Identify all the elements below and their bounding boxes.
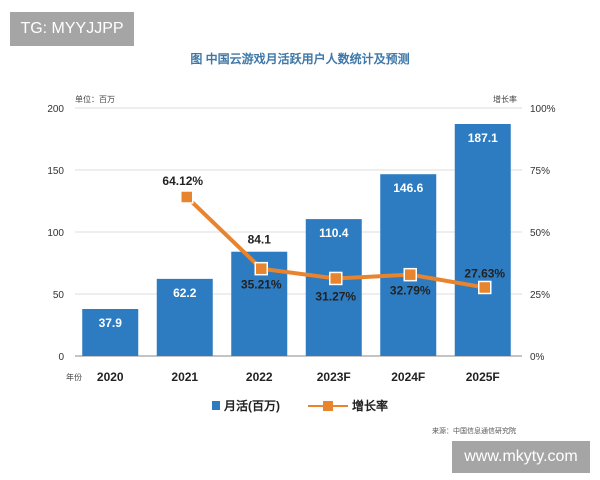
y-right-tick: 100% (530, 104, 556, 115)
bar-value-label: 110.4 (319, 226, 349, 240)
bar-value-label: 84.1 (248, 233, 272, 247)
y-left-tick: 100 (47, 228, 64, 239)
watermark-bottom-right: www.mkyty.com (452, 441, 590, 473)
growth-point (180, 190, 194, 204)
legend-bar-swatch (211, 401, 220, 410)
legend-line-label: 增长率 (351, 399, 388, 413)
y-right-tick: 25% (530, 290, 550, 301)
x-tick-label: 2024F (391, 370, 425, 384)
bar (82, 309, 139, 356)
y-right-tick: 0% (530, 352, 545, 363)
growth-value-label: 31.27% (315, 289, 356, 303)
legend-item-line: 增长率 (307, 397, 388, 414)
bar-value-label: 187.1 (468, 131, 498, 145)
y-left-tick: 0 (58, 352, 64, 363)
y-right-label: 增长率 (493, 95, 517, 104)
growth-point (329, 271, 343, 286)
chart-title: 图 中国云游戏月活跃用户人数统计及预测 (190, 52, 410, 66)
growth-value-label: 32.79% (390, 284, 431, 298)
y-left-label: 单位：百万 (75, 95, 115, 104)
bar (380, 174, 437, 356)
growth-point (403, 267, 417, 282)
x-tick-label: 2022 (246, 370, 273, 384)
watermark-top-left: TG: MYYJJPP (10, 12, 134, 46)
y-left-tick: 200 (47, 104, 64, 115)
growth-value-label: 64.12% (162, 174, 203, 188)
bar-value-label: 146.6 (393, 181, 423, 195)
growth-point (478, 280, 492, 295)
legend-item-bar: 月活(百万) (211, 397, 280, 414)
growth-value-label: 27.63% (464, 266, 505, 280)
bar (454, 123, 511, 356)
y-right-tick: 75% (530, 166, 550, 177)
bar-value-label: 37.9 (99, 316, 123, 330)
legend-line-swatch (307, 400, 348, 411)
growth-value-label: 35.21% (241, 278, 282, 292)
x-label: 年份 (66, 373, 82, 382)
x-tick-label: 2023F (317, 370, 351, 384)
x-tick-label: 2025F (466, 370, 500, 384)
legend: 月活(百万) 增长率 (0, 397, 600, 414)
y-left-tick: 150 (47, 166, 64, 177)
bar (305, 219, 362, 356)
bar (156, 278, 213, 356)
x-tick-label: 2020 (97, 370, 124, 384)
y-right-tick: 50% (530, 228, 550, 239)
bar-value-label: 62.2 (173, 286, 197, 300)
legend-bar-label: 月活(百万) (223, 399, 280, 413)
source-note: 来源：中国信息通信研究院 (432, 428, 516, 435)
x-tick-label: 2021 (171, 370, 198, 384)
growth-point (254, 261, 268, 276)
y-left-tick: 50 (53, 290, 65, 301)
